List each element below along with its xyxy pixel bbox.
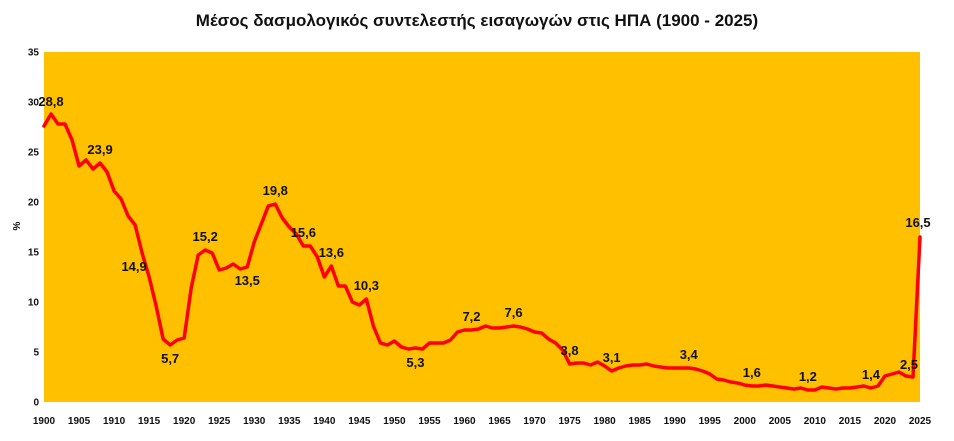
y-axis-ticks: 0 5 10 15 20 25 30 35 — [28, 48, 40, 409]
data-label: 5,7 — [161, 351, 179, 366]
data-label: 15,2 — [193, 229, 218, 244]
x-tick-label: 1975 — [558, 416, 581, 427]
y-axis-label: % — [12, 221, 23, 230]
y-tick-label: 15 — [28, 248, 40, 259]
data-label: 3,1 — [603, 350, 621, 365]
x-tick-label: 1920 — [173, 416, 196, 427]
y-tick-label: 10 — [28, 298, 40, 309]
plot-area — [44, 52, 920, 402]
data-label: 16,5 — [905, 215, 930, 230]
data-label: 5,3 — [406, 355, 424, 370]
series-line — [42, 112, 922, 392]
data-label: 1,2 — [799, 369, 817, 384]
x-tick-label: 1995 — [699, 416, 722, 427]
data-label: 14,9 — [121, 259, 146, 274]
x-tick-label: 2020 — [874, 416, 897, 427]
y-tick-label: 30 — [28, 98, 40, 109]
y-tick-label: 35 — [28, 48, 40, 59]
x-tick-label: 1935 — [278, 416, 301, 427]
y-tick-label: 0 — [33, 398, 39, 409]
x-tick-label: 2025 — [909, 416, 932, 427]
x-tick-label: 1910 — [103, 416, 126, 427]
data-labels: 28,8 23,9 14,9 5,7 15,2 13,5 19,8 15,613,6 10,3 5… — [38, 94, 930, 384]
data-label: 3,8 — [561, 343, 579, 358]
data-label: 3,4 — [680, 347, 699, 362]
x-tick-label: 2000 — [734, 416, 757, 427]
y-tick-label: 5 — [33, 348, 39, 359]
x-tick-label: 1945 — [348, 416, 371, 427]
data-label: 2,5 — [900, 357, 918, 372]
data-label: 13,6 — [319, 245, 344, 260]
data-label: 13,5 — [235, 273, 260, 288]
x-tick-label: 1915 — [138, 416, 161, 427]
x-tick-label: 2005 — [769, 416, 792, 427]
data-label: 7,6 — [504, 305, 522, 320]
x-tick-label: 2010 — [804, 416, 827, 427]
x-tick-label: 1950 — [383, 416, 406, 427]
x-tick-label: 1940 — [313, 416, 336, 427]
x-tick-label: 1970 — [523, 416, 546, 427]
x-tick-label: 1980 — [594, 416, 617, 427]
data-label: 7,2 — [462, 309, 480, 324]
x-tick-label: 2015 — [839, 416, 862, 427]
x-tick-label: 1900 — [33, 416, 56, 427]
data-label: 1,4 — [862, 367, 881, 382]
data-label: 19,8 — [263, 183, 288, 198]
x-tick-label: 1925 — [208, 416, 231, 427]
data-label: 10,3 — [354, 278, 379, 293]
x-tick-label: 1960 — [453, 416, 476, 427]
y-tick-label: 20 — [28, 198, 40, 209]
x-tick-label: 1985 — [629, 416, 652, 427]
data-label: 28,8 — [38, 94, 63, 109]
y-tick-label: 25 — [28, 148, 40, 159]
data-label: 23,9 — [87, 142, 112, 157]
x-tick-label: 1955 — [418, 416, 441, 427]
x-tick-label: 1965 — [488, 416, 511, 427]
x-tick-label: 1990 — [664, 416, 687, 427]
x-tick-label: 1905 — [68, 416, 91, 427]
data-label: 1,6 — [743, 365, 761, 380]
chart-title: Μέσος δασμολογικός συντελεστής εισαγωγών… — [196, 11, 758, 30]
x-axis-ticks: 1900 1905 1910 1915 1920 1925 1930 1935 1940 1945… — [33, 416, 932, 427]
data-label: 15,6 — [291, 225, 316, 240]
x-tick-label: 1930 — [243, 416, 266, 427]
